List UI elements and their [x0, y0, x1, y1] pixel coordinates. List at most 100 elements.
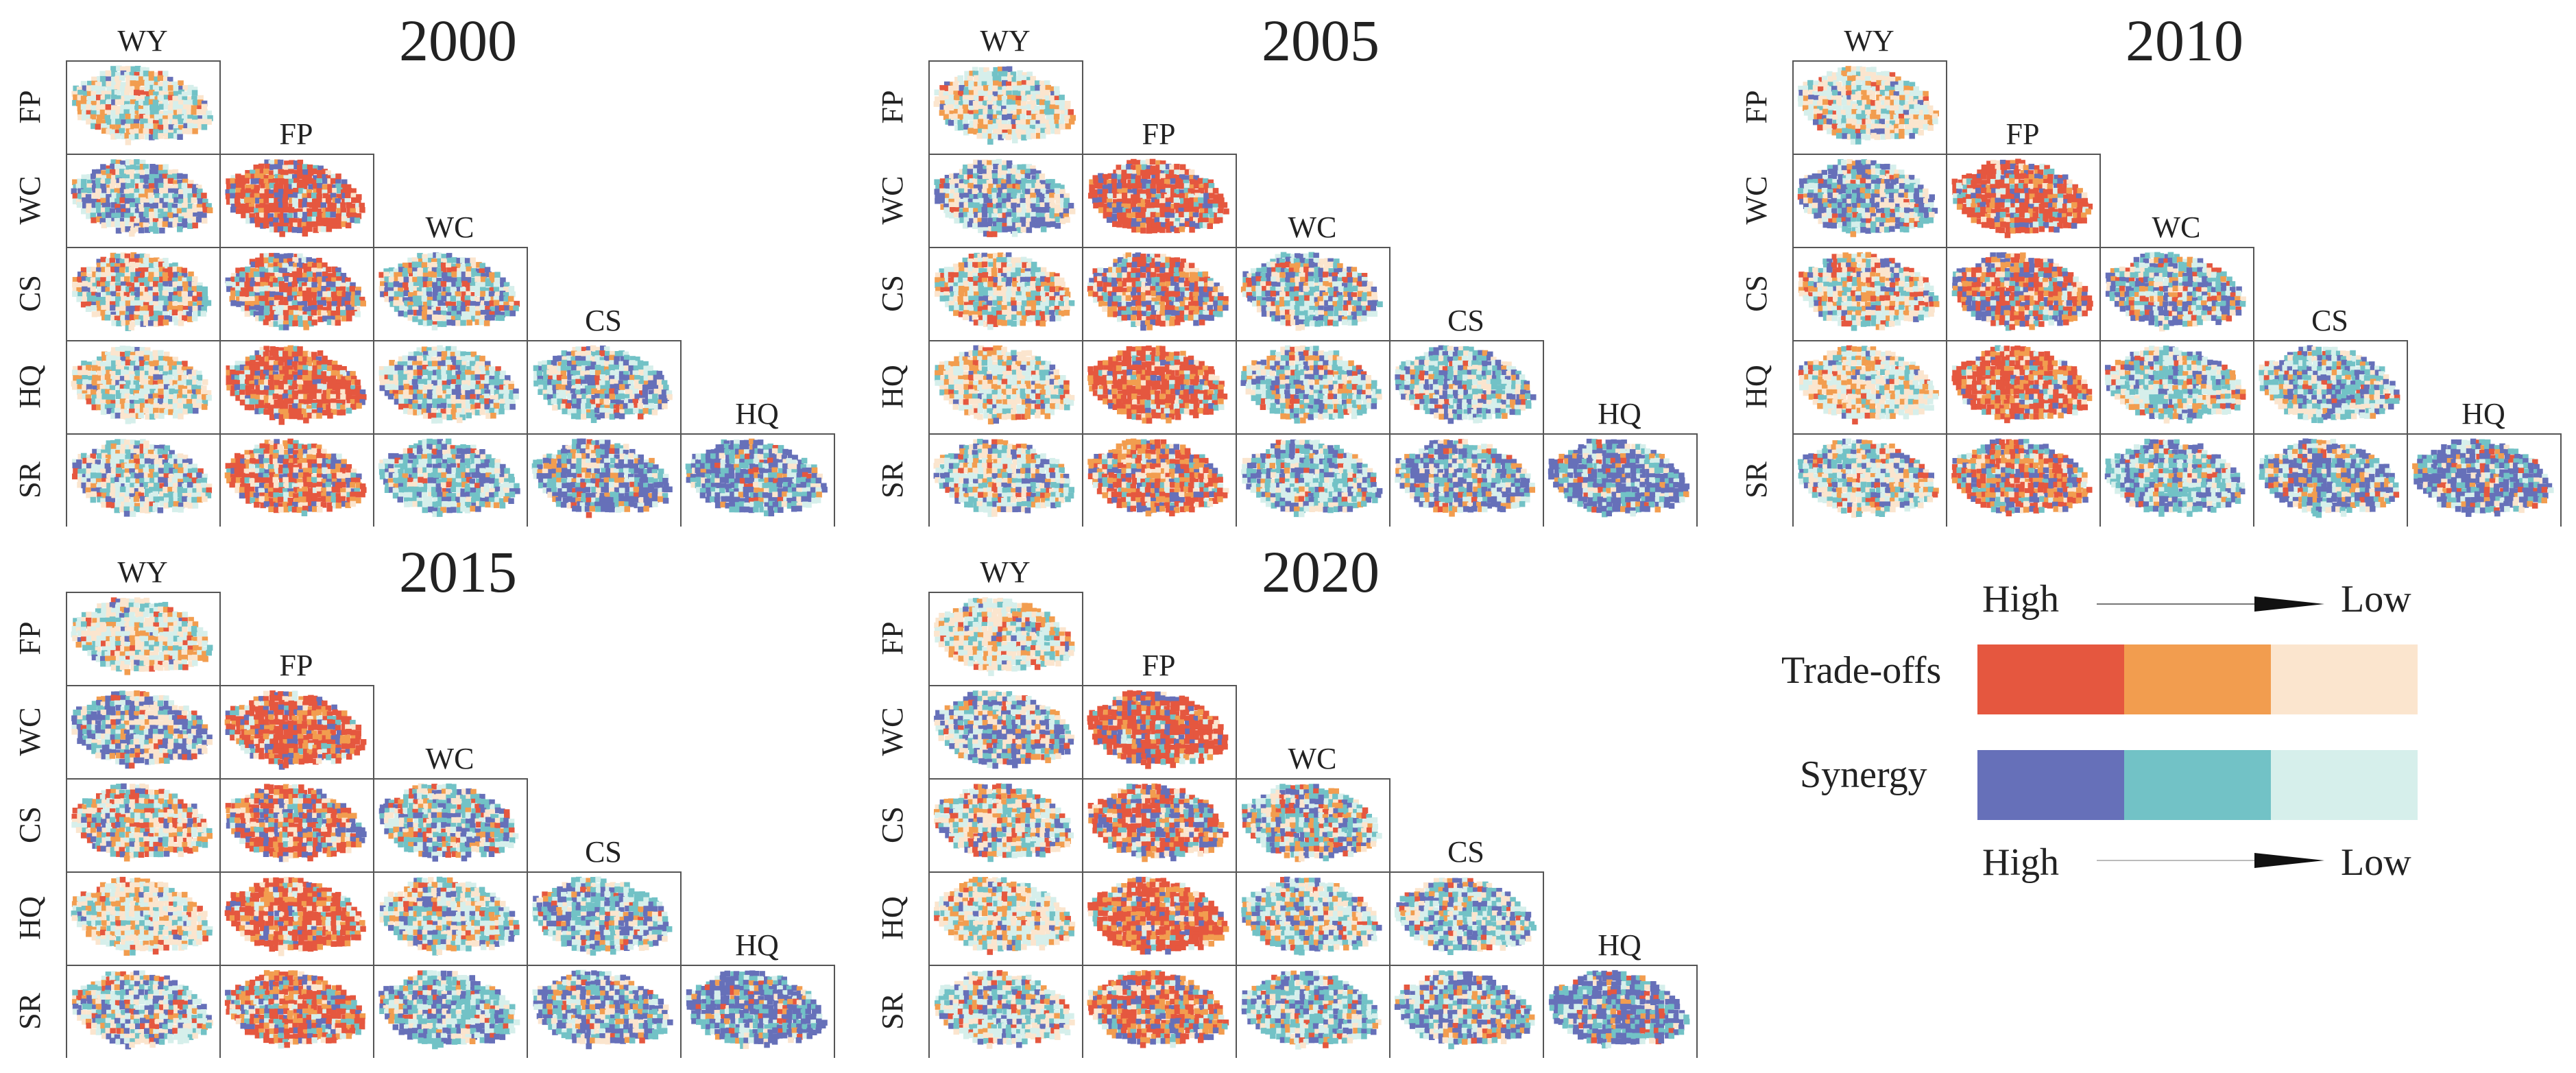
- map-unit: [167, 359, 173, 366]
- map-unit: [86, 384, 93, 390]
- map-unit: [308, 366, 314, 372]
- map-unit: [605, 412, 611, 419]
- map-unit: [152, 393, 159, 399]
- map-unit: [493, 296, 500, 302]
- map-unit: [263, 194, 269, 200]
- map-unit: [591, 413, 597, 419]
- map-unit: [116, 182, 122, 189]
- map-unit: [148, 203, 155, 210]
- map-unit: [345, 383, 352, 390]
- map-unit: [450, 501, 457, 507]
- map-unit: [346, 394, 352, 400]
- map-unit: [580, 388, 587, 395]
- map-unit: [269, 477, 275, 484]
- map-unit: [556, 477, 562, 484]
- map-unit: [465, 355, 471, 361]
- map-unit: [335, 183, 341, 189]
- map-unit: [273, 497, 279, 504]
- map-unit: [101, 222, 107, 228]
- map-unit: [701, 477, 707, 483]
- map-unit: [637, 402, 644, 409]
- map-unit: [326, 389, 333, 395]
- map-unit: [186, 128, 193, 134]
- map-unit: [303, 324, 309, 330]
- map-unit: [106, 221, 112, 228]
- map-unit: [274, 400, 280, 406]
- map-unit: [298, 492, 304, 498]
- map-unit: [269, 501, 276, 508]
- map-unit: [459, 257, 466, 263]
- map-unit: [471, 409, 477, 415]
- map-unit: [418, 477, 424, 483]
- map-unit: [570, 408, 577, 414]
- map-unit: [106, 193, 112, 200]
- map-unit: [115, 296, 121, 302]
- map-unit: [356, 207, 362, 213]
- map-unit: [389, 301, 396, 307]
- map-unit: [590, 361, 597, 367]
- map-unit: [187, 203, 194, 210]
- map-unit: [339, 286, 346, 293]
- map-unit: [230, 282, 236, 288]
- map-unit: [139, 169, 145, 176]
- map-unit: [426, 399, 433, 405]
- map-unit: [413, 486, 419, 493]
- map-unit: [145, 463, 151, 470]
- map-unit: [167, 305, 173, 311]
- map-unit: [546, 482, 553, 488]
- map-unit: [119, 449, 126, 455]
- map-unit: [134, 75, 140, 82]
- map-unit: [442, 450, 448, 456]
- map-unit: [316, 258, 322, 264]
- map-unit: [570, 449, 577, 455]
- map-unit: [322, 174, 328, 180]
- map-unit: [158, 267, 165, 273]
- map-unit: [124, 258, 130, 265]
- map-unit: [476, 361, 482, 367]
- map-unit: [422, 281, 429, 287]
- map-unit: [546, 453, 553, 460]
- map-unit: [91, 478, 97, 485]
- map-unit: [652, 501, 658, 507]
- map-unit: [408, 304, 414, 311]
- map-unit: [749, 449, 756, 456]
- map-unit: [241, 206, 247, 213]
- map-unit: [652, 473, 658, 479]
- map-unit: [639, 390, 645, 396]
- map-unit: [802, 472, 808, 479]
- map-unit: [662, 398, 668, 405]
- map-unit: [153, 280, 159, 287]
- map-unit: [330, 178, 337, 184]
- map-unit: [100, 463, 106, 470]
- map-unit: [172, 306, 178, 312]
- map-unit: [149, 114, 156, 121]
- map-unit: [359, 491, 365, 498]
- map-unit: [115, 109, 121, 115]
- map-unit: [235, 187, 241, 194]
- map-unit: [187, 96, 193, 102]
- map-unit: [446, 463, 453, 470]
- map-unit: [576, 394, 583, 400]
- map-unit: [158, 296, 165, 302]
- map-unit: [298, 188, 304, 194]
- map-unit: [269, 346, 276, 352]
- map-unit: [86, 282, 93, 288]
- map-unit: [245, 361, 252, 367]
- map-unit: [479, 355, 485, 362]
- map-unit: [263, 175, 270, 181]
- map-unit: [634, 357, 640, 363]
- row-label-fp: FP: [13, 91, 47, 124]
- map-unit: [120, 453, 126, 460]
- map-unit: [413, 409, 419, 415]
- map-unit: [792, 455, 798, 461]
- map-unit: [394, 365, 400, 371]
- map-unit: [115, 502, 121, 508]
- map-unit: [106, 218, 112, 224]
- map-unit: [385, 384, 391, 390]
- map-unit: [446, 320, 453, 326]
- map-unit: [609, 375, 615, 381]
- map-unit: [80, 301, 87, 308]
- map-unit: [111, 276, 117, 282]
- map-unit: [91, 394, 98, 400]
- map-unit: [245, 278, 252, 284]
